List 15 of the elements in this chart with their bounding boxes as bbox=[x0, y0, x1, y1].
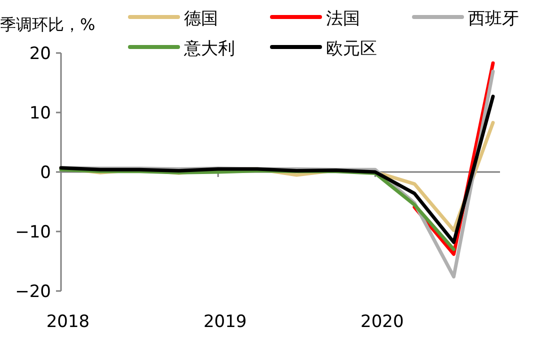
y-tick-label: 10 bbox=[29, 104, 51, 124]
y-tick-label: 0 bbox=[40, 163, 51, 183]
line-series bbox=[59, 94, 495, 244]
y-tick-label: −20 bbox=[15, 282, 51, 302]
x-tick-label: 2020 bbox=[360, 312, 404, 332]
legend-label: 欧元区 bbox=[326, 39, 377, 59]
legend-label: 意大利 bbox=[183, 39, 235, 59]
legend-label: 法国 bbox=[326, 9, 360, 29]
legend-label: 德国 bbox=[184, 9, 218, 29]
x-tick-label: 2018 bbox=[46, 312, 90, 332]
y-tick-label: −10 bbox=[15, 222, 51, 242]
y-axis-title: 季调环比，% bbox=[0, 15, 96, 34]
legend-label: 西班牙 bbox=[468, 9, 519, 29]
x-tick-label: 2019 bbox=[203, 312, 247, 332]
y-tick-label: 20 bbox=[29, 44, 51, 64]
